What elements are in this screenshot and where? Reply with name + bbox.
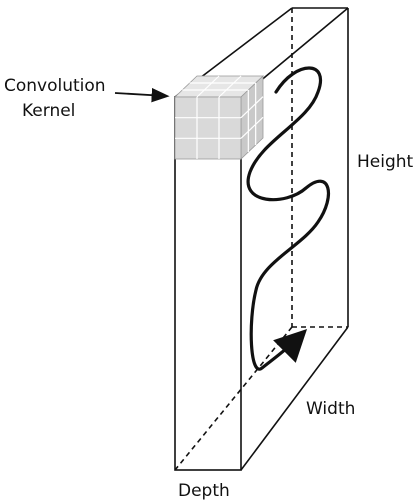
kernel-label-line2: Kernel bbox=[22, 101, 75, 121]
kernel-label-line1: Convolution bbox=[4, 76, 106, 96]
depth-label: Depth bbox=[178, 481, 230, 501]
kernel-front-face bbox=[174, 96, 242, 160]
width-label: Width bbox=[306, 399, 355, 419]
kernel-side-grid-line bbox=[240, 96, 264, 119]
hidden-edges bbox=[174, 8, 348, 471]
sliding-path-curve bbox=[246, 66, 331, 371]
kernel-pointer-arrow bbox=[114, 87, 170, 103]
kernel-side-grid-line bbox=[240, 116, 264, 139]
height-label: Height bbox=[357, 152, 414, 172]
box-bottom-right-edge bbox=[240, 326, 349, 471]
kernel-top-grid-line bbox=[196, 75, 220, 98]
convolution-kernel-cube bbox=[174, 75, 264, 160]
kernel-grid-lines bbox=[175, 75, 264, 159]
hidden-edge-depth-bottom bbox=[174, 326, 293, 471]
kernel-top-grid-line bbox=[218, 75, 242, 98]
